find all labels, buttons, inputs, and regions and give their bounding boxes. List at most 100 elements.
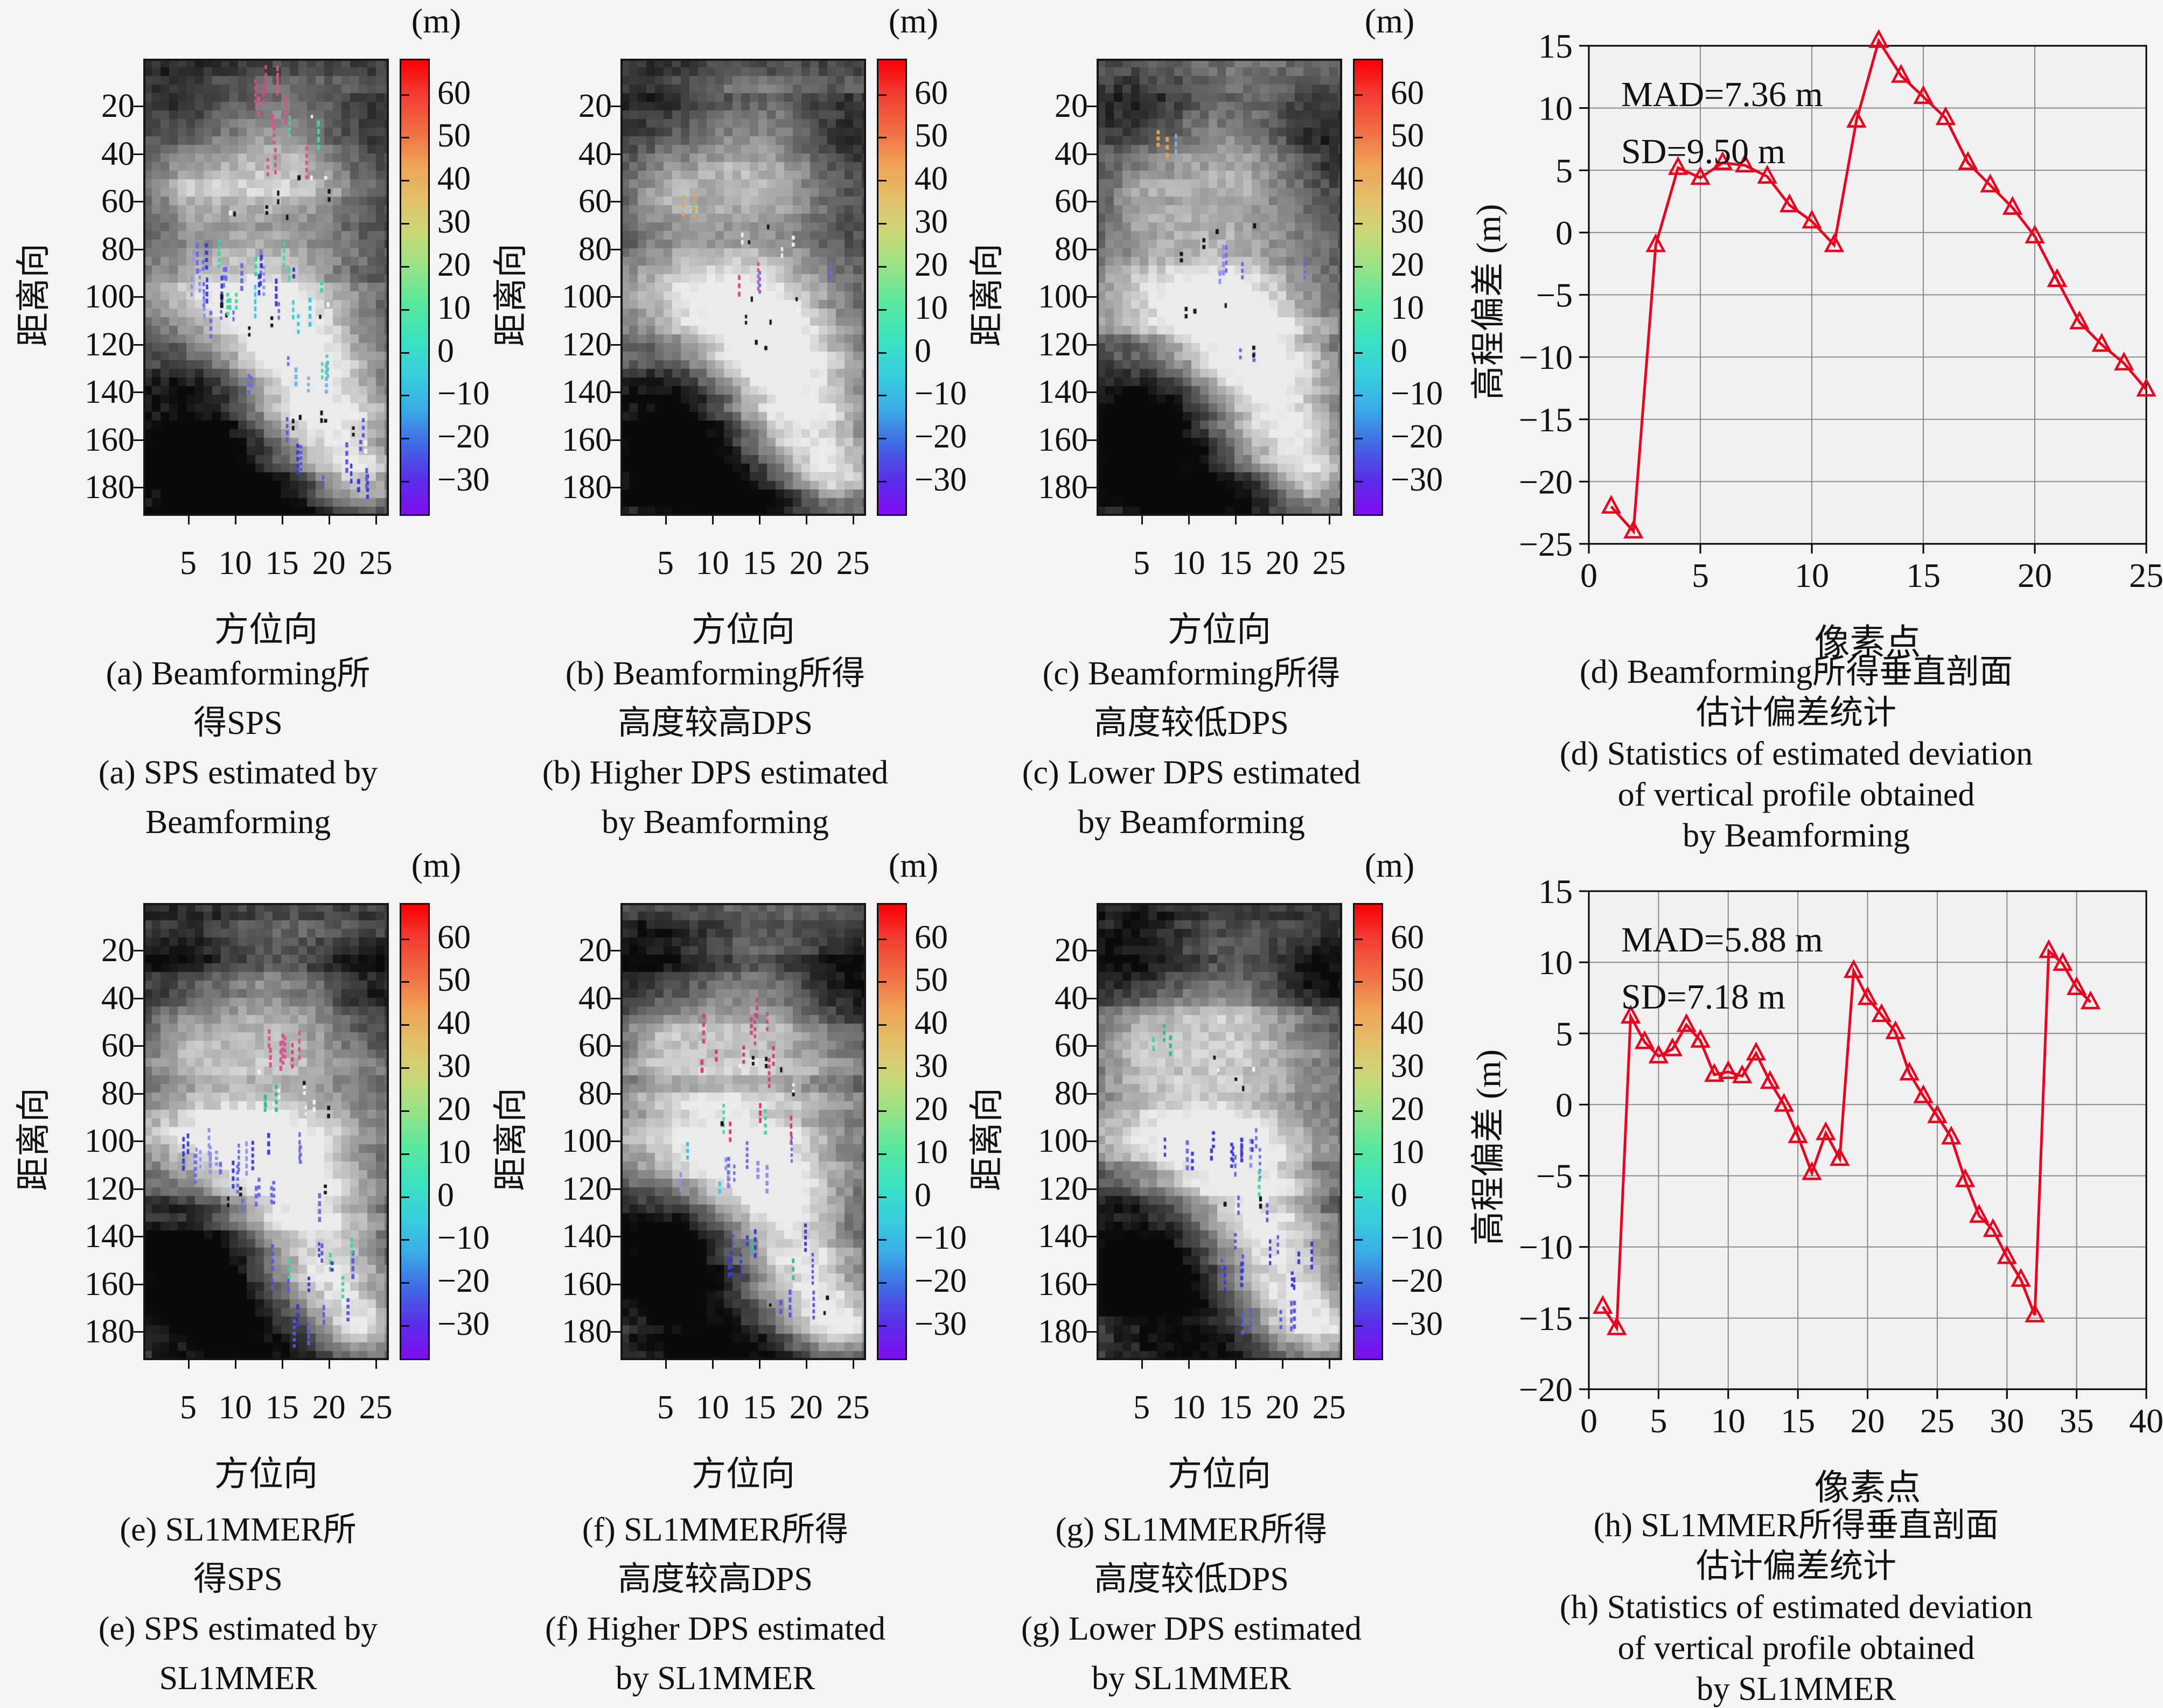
tick-mark	[1355, 309, 1363, 311]
tick-mark	[375, 1360, 377, 1369]
triangle-marker	[1824, 233, 1845, 253]
x-tick-label: 20	[1851, 1402, 1885, 1440]
triangle-marker	[1620, 1004, 1641, 1024]
y-tick-label: 120	[1038, 326, 1088, 363]
caption-line: by Beamforming	[1683, 817, 1910, 854]
colorbar-tick-label: −10	[437, 1220, 490, 1257]
x-tick-label: 25	[1312, 1389, 1346, 1426]
tick-mark	[611, 344, 620, 346]
colorbar-tick-label: 10	[1391, 289, 1424, 326]
tick-mark	[401, 265, 409, 268]
sar-image	[620, 59, 866, 516]
triangle-marker	[2113, 351, 2134, 370]
colorbar-tick-label: 50	[437, 117, 471, 155]
x-tick-label: 20	[312, 545, 346, 582]
colorbar-tick-label: 60	[915, 74, 948, 111]
y-tick-label: 100	[1038, 278, 1088, 316]
colorbar-tick-label: 60	[437, 919, 471, 956]
y-tick-label: 40	[1055, 979, 1088, 1017]
tick-mark	[328, 516, 330, 524]
triangle-marker	[1935, 106, 1956, 125]
tick-mark	[1188, 1360, 1190, 1369]
chart-deviation-beamforming: 高程偏差 (m) 0 5 10 15 20 25 −25 −20 −15 −10 −5 0 5 10 15 像…	[1429, 0, 2163, 888]
y-tick-label: 120	[85, 1170, 135, 1207]
colorbar-tick-label: 60	[437, 74, 471, 111]
tick-mark	[234, 1360, 236, 1369]
caption-line: 得SPS	[193, 1561, 283, 1598]
tick-mark	[375, 516, 377, 524]
tick-mark	[1355, 438, 1363, 440]
y-tick-label: 20	[1055, 932, 1088, 969]
caption-line: (f) Higher DPS estimated	[545, 1611, 885, 1647]
tick-mark	[1355, 1067, 1363, 1069]
y-tick-label: 0	[1555, 1086, 1573, 1124]
tick-mark	[878, 1153, 887, 1155]
y-tick-label: 80	[101, 1075, 135, 1112]
colorbar-tick-label: 10	[437, 1133, 471, 1171]
caption-line: (f) SL1MMER所得	[582, 1511, 849, 1548]
y-tick-label: 120	[562, 1170, 612, 1207]
colorbar-tick-label: 30	[915, 1048, 948, 1085]
colorbar-tick-label: 50	[915, 117, 948, 155]
x-tick-label: 10	[218, 1389, 252, 1426]
y-tick-label: −5	[1536, 276, 1573, 314]
azimuth-axis-label: 方位向	[214, 611, 318, 649]
tick-mark	[1355, 1024, 1363, 1026]
x-tick-label: 25	[836, 545, 870, 582]
panel-sps-beamforming: (m) 距离向 20 40 60 80 100 120 140 160 180 60 50 40 30…	[0, 0, 490, 888]
tick-mark	[134, 106, 143, 108]
triangle-marker	[1941, 1125, 1962, 1145]
tick-mark	[1087, 439, 1097, 441]
caption-line: (c) Beamforming所得	[1042, 655, 1341, 692]
triangle-marker	[1735, 153, 1755, 173]
sar-image	[1097, 59, 1342, 516]
caption-line: 高度较高DPS	[618, 705, 813, 741]
colorbar	[877, 59, 907, 516]
y-tick-label: 60	[1055, 183, 1088, 220]
y-tick-label: 60	[578, 183, 612, 220]
y-tick-label: 160	[562, 1265, 612, 1303]
colorbar-tick-label: 20	[915, 246, 948, 283]
y-tick-label: 0	[1555, 214, 1573, 252]
x-tick-label: 5	[657, 1389, 674, 1426]
y-tick-label: −20	[1519, 1370, 1573, 1409]
x-tick-label: 15	[1906, 556, 1941, 594]
tick-mark	[878, 309, 887, 311]
tick-mark	[878, 395, 887, 397]
tick-mark	[878, 438, 887, 440]
triangle-marker	[1843, 959, 1864, 978]
tick-mark	[1087, 1140, 1097, 1143]
colorbar-tick-label: 30	[915, 204, 948, 241]
triangle-marker	[1980, 173, 2000, 193]
y-tick-label: 40	[578, 135, 612, 172]
tick-mark	[134, 201, 143, 203]
x-tick-label: 5	[180, 1389, 197, 1426]
tick-mark	[401, 94, 409, 96]
tick-mark	[134, 248, 143, 250]
triangle-marker	[1857, 986, 1878, 1005]
colorbar-tick-label: 40	[915, 160, 948, 198]
tick-mark	[758, 516, 760, 524]
tick-mark	[1355, 1110, 1363, 1112]
caption-line: (b) Higher DPS estimated	[542, 754, 889, 791]
tick-mark	[401, 223, 409, 225]
colorbar-tick-label: 30	[437, 204, 471, 241]
colorbar-tick-label: 0	[437, 332, 454, 369]
caption-line: (a) SPS estimated by	[98, 754, 378, 791]
tick-mark	[1087, 106, 1097, 108]
y-tick-label: 180	[562, 1313, 612, 1350]
tick-mark	[134, 997, 143, 999]
y-tick-label: 60	[1055, 1027, 1088, 1065]
caption-line: 得SPS	[193, 705, 283, 741]
tick-mark	[401, 938, 409, 940]
colorbar	[400, 59, 430, 516]
colorbar-tick-label: −10	[1391, 1220, 1443, 1257]
y-tick-label: 60	[578, 1027, 612, 1065]
y-tick-label: 100	[562, 278, 612, 316]
colorbar-tick-label: −30	[1391, 1305, 1443, 1342]
tick-mark	[878, 1024, 887, 1026]
tick-mark	[611, 153, 620, 155]
triangle-marker	[1955, 1168, 1976, 1187]
tick-mark	[611, 1331, 620, 1333]
